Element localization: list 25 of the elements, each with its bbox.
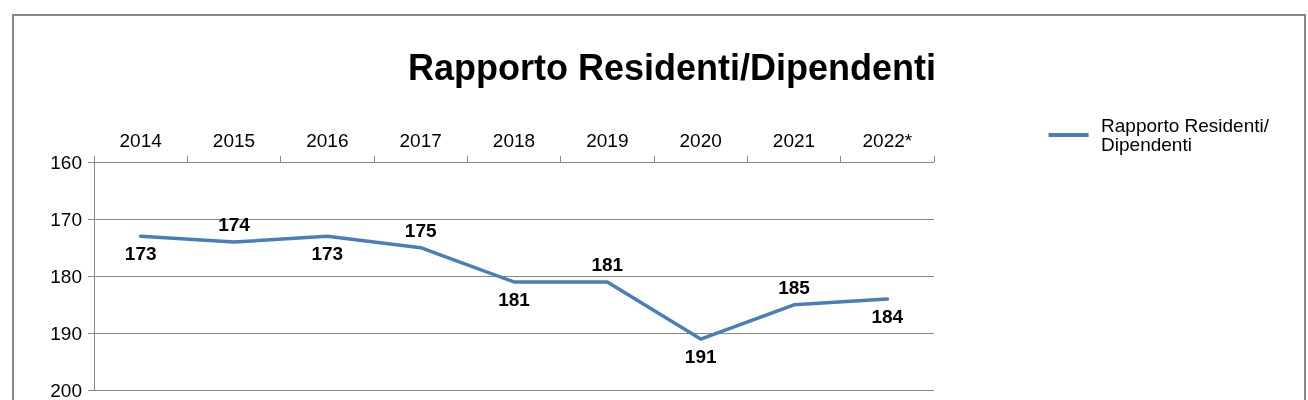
data-label: 175 [404, 219, 437, 241]
x-tick-label: 2017 [399, 130, 442, 151]
legend-label: Rapporto Residenti/Dipendenti [1101, 115, 1270, 155]
y-tick-label: 160 [50, 151, 82, 173]
x-tick-label: 2016 [306, 130, 349, 151]
data-label: 191 [684, 346, 717, 368]
data-label: 173 [311, 243, 344, 265]
chart-title: Rapporto Residenti/Dipendenti [407, 46, 937, 88]
data-label: 181 [498, 288, 531, 310]
data-label: 174 [218, 213, 251, 235]
x-tick-label: 2015 [212, 130, 256, 151]
x-tick-label: 2021 [772, 130, 816, 151]
y-tick-label: 180 [50, 265, 82, 287]
x-tick-label: 2022* [862, 130, 913, 151]
x-tick-label: 2018 [492, 130, 536, 151]
y-tick-label: 170 [50, 208, 82, 230]
x-tick-label: 2014 [119, 130, 163, 151]
x-tick-label: 2019 [586, 130, 629, 151]
y-tick-label: 200 [50, 380, 82, 400]
data-label: 185 [778, 276, 811, 298]
data-label: 173 [124, 243, 157, 265]
data-label: 184 [871, 306, 904, 328]
x-tick-label: 2020 [679, 130, 722, 151]
data-label: 181 [591, 253, 624, 275]
y-tick-label: 190 [50, 322, 82, 344]
